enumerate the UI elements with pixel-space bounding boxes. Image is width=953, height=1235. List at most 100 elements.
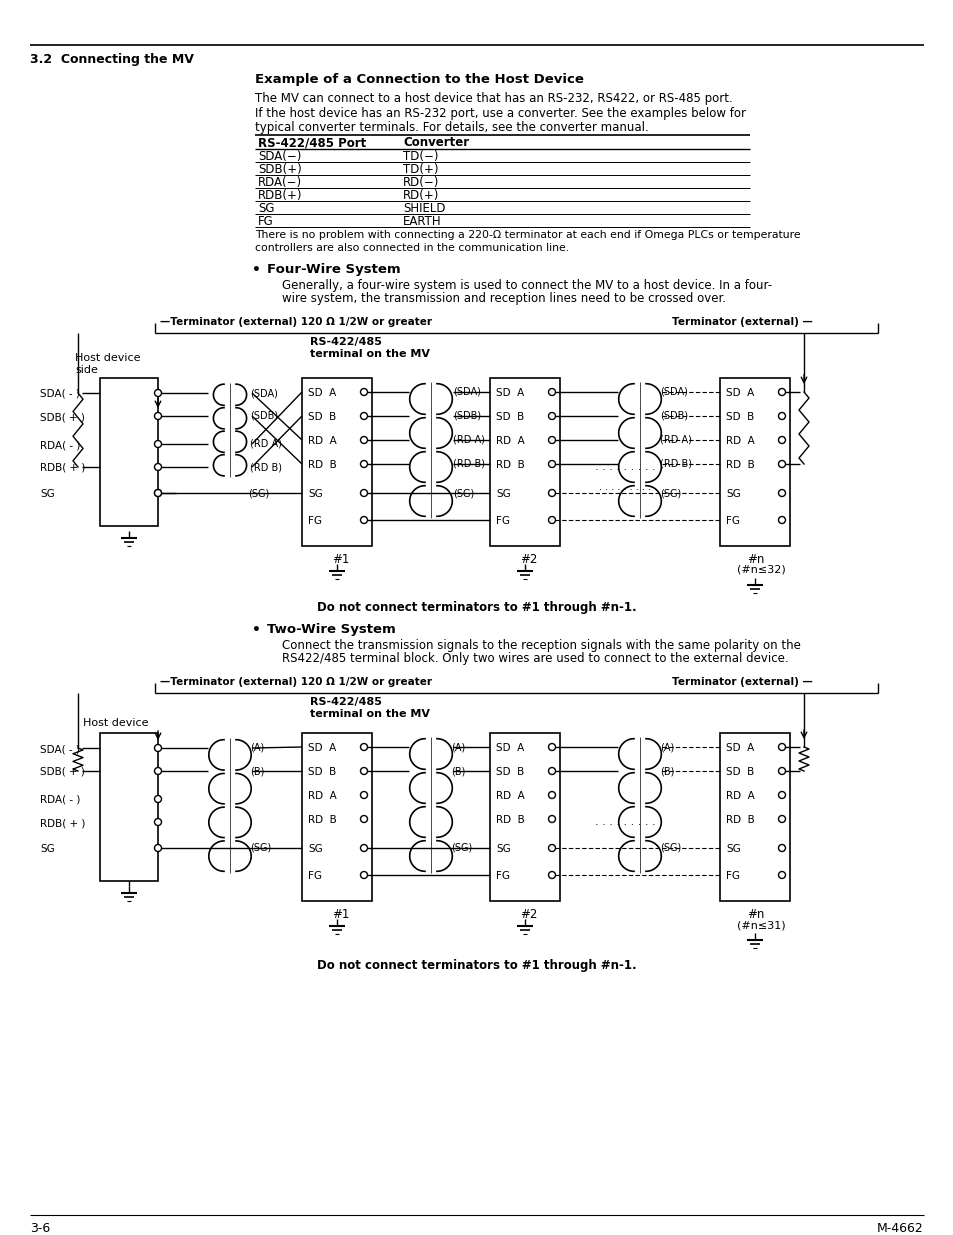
Text: FG: FG bbox=[725, 871, 740, 881]
Circle shape bbox=[548, 845, 555, 851]
Circle shape bbox=[548, 412, 555, 420]
Text: #1: #1 bbox=[332, 908, 349, 921]
Text: FG: FG bbox=[725, 516, 740, 526]
Text: RD  A: RD A bbox=[308, 436, 336, 446]
Circle shape bbox=[154, 767, 161, 774]
Text: terminal on the MV: terminal on the MV bbox=[310, 350, 430, 359]
Text: (RD B): (RD B) bbox=[250, 462, 282, 472]
Text: (RD B): (RD B) bbox=[659, 459, 691, 469]
Bar bbox=[100, 378, 158, 526]
Circle shape bbox=[778, 792, 784, 799]
Circle shape bbox=[548, 461, 555, 468]
Text: SG: SG bbox=[725, 844, 740, 853]
Text: controllers are also connected in the communication line.: controllers are also connected in the co… bbox=[254, 243, 569, 253]
Text: SG: SG bbox=[308, 489, 322, 499]
Circle shape bbox=[154, 412, 161, 420]
Text: The MV can connect to a host device that has an RS-232, RS422, or RS-485 port.: The MV can connect to a host device that… bbox=[254, 91, 732, 105]
Text: SDB( + ): SDB( + ) bbox=[40, 767, 85, 777]
Circle shape bbox=[360, 743, 367, 751]
Bar bbox=[720, 378, 789, 546]
Text: (RD A): (RD A) bbox=[659, 435, 691, 445]
Circle shape bbox=[154, 441, 161, 447]
Text: SD  B: SD B bbox=[725, 767, 754, 777]
Text: (SDB): (SDB) bbox=[659, 411, 687, 421]
Text: FG: FG bbox=[308, 871, 322, 881]
Text: —Terminator (external) 120 Ω 1/2W or greater: —Terminator (external) 120 Ω 1/2W or gre… bbox=[160, 677, 432, 687]
Text: (SDB): (SDB) bbox=[250, 411, 278, 421]
Text: RD  A: RD A bbox=[725, 790, 754, 802]
Text: (SDB): (SDB) bbox=[453, 411, 480, 421]
Circle shape bbox=[360, 412, 367, 420]
Text: SG: SG bbox=[308, 844, 322, 853]
Text: Connect the transmission signals to the reception signals with the same polarity: Connect the transmission signals to the … bbox=[282, 638, 800, 652]
Text: TD(+): TD(+) bbox=[402, 163, 438, 177]
Circle shape bbox=[548, 815, 555, 823]
Text: SD  B: SD B bbox=[308, 412, 335, 422]
Text: SD  A: SD A bbox=[496, 743, 524, 753]
Bar bbox=[302, 734, 372, 902]
Text: RD  B: RD B bbox=[308, 815, 336, 825]
Circle shape bbox=[360, 815, 367, 823]
Text: SG: SG bbox=[725, 489, 740, 499]
Text: There is no problem with connecting a 220-Ω terminator at each end if Omega PLCs: There is no problem with connecting a 22… bbox=[254, 230, 800, 240]
Circle shape bbox=[154, 795, 161, 803]
Text: SD  B: SD B bbox=[308, 767, 335, 777]
Text: RD  A: RD A bbox=[496, 436, 524, 446]
Text: RS-422/485 Port: RS-422/485 Port bbox=[257, 136, 366, 149]
Text: Two-Wire System: Two-Wire System bbox=[267, 622, 395, 636]
Text: . . . . . . . . .: . . . . . . . . . bbox=[594, 462, 655, 472]
Circle shape bbox=[154, 463, 161, 471]
Text: (B): (B) bbox=[451, 766, 465, 776]
Text: SG: SG bbox=[257, 203, 274, 215]
Text: SHIELD: SHIELD bbox=[402, 203, 445, 215]
Circle shape bbox=[548, 516, 555, 524]
Circle shape bbox=[548, 792, 555, 799]
Text: (RD A): (RD A) bbox=[250, 438, 281, 450]
Circle shape bbox=[548, 872, 555, 878]
Text: FG: FG bbox=[308, 516, 322, 526]
Text: RD  A: RD A bbox=[308, 790, 336, 802]
Circle shape bbox=[154, 489, 161, 496]
Text: M-4662: M-4662 bbox=[877, 1221, 923, 1235]
Text: RD(−): RD(−) bbox=[402, 177, 439, 189]
Circle shape bbox=[360, 489, 367, 496]
Text: #n: #n bbox=[746, 908, 763, 921]
Text: #n: #n bbox=[746, 553, 763, 566]
Text: #2: #2 bbox=[519, 908, 537, 921]
Text: RD  B: RD B bbox=[496, 815, 524, 825]
Text: . . . . . . . . .: . . . . . . . . . bbox=[594, 818, 655, 827]
Circle shape bbox=[778, 767, 784, 774]
Circle shape bbox=[360, 872, 367, 878]
Text: (SG): (SG) bbox=[659, 488, 680, 498]
Text: •: • bbox=[252, 263, 260, 277]
Text: Do not connect terminators to #1 through #n-1.: Do not connect terminators to #1 through… bbox=[316, 960, 637, 972]
Text: Terminator (external) —: Terminator (external) — bbox=[671, 677, 812, 687]
Circle shape bbox=[360, 436, 367, 443]
Text: #2: #2 bbox=[519, 553, 537, 566]
Text: RDB( + ): RDB( + ) bbox=[40, 463, 85, 473]
Text: side: side bbox=[75, 366, 98, 375]
Text: SDA(−): SDA(−) bbox=[257, 149, 301, 163]
Text: . . . . . . . . .: . . . . . . . . . bbox=[598, 482, 650, 492]
Circle shape bbox=[360, 792, 367, 799]
Text: 3-6: 3-6 bbox=[30, 1221, 51, 1235]
Text: RDA( - ): RDA( - ) bbox=[40, 795, 80, 805]
Text: (SG): (SG) bbox=[250, 844, 271, 853]
Circle shape bbox=[778, 436, 784, 443]
Text: Do not connect terminators to #1 through #n-1.: Do not connect terminators to #1 through… bbox=[316, 601, 637, 614]
Text: SD  A: SD A bbox=[725, 743, 754, 753]
Text: RD(+): RD(+) bbox=[402, 189, 439, 203]
Text: EARTH: EARTH bbox=[402, 215, 441, 228]
Circle shape bbox=[154, 389, 161, 396]
Circle shape bbox=[778, 872, 784, 878]
Bar bbox=[302, 378, 372, 546]
Text: RD  B: RD B bbox=[725, 815, 754, 825]
Circle shape bbox=[360, 516, 367, 524]
Text: (SG): (SG) bbox=[453, 488, 474, 498]
Text: RDB(+): RDB(+) bbox=[257, 189, 302, 203]
Text: FG: FG bbox=[257, 215, 274, 228]
Text: SG: SG bbox=[496, 844, 510, 853]
Text: SD  A: SD A bbox=[308, 388, 335, 398]
Circle shape bbox=[154, 745, 161, 752]
Text: •: • bbox=[252, 622, 260, 637]
